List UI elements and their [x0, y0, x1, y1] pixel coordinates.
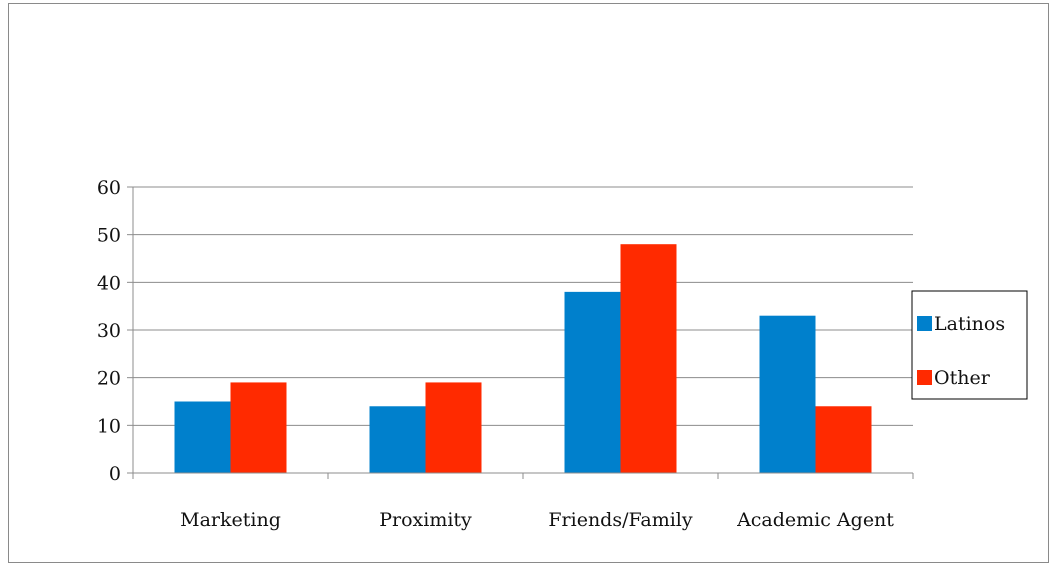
y-tick-label: 0 [109, 463, 121, 485]
x-category-label: Academic Agent [736, 509, 894, 531]
y-tick-label: 30 [97, 320, 121, 342]
bar-other-proximity [425, 382, 482, 473]
legend-label: Other [934, 367, 991, 389]
x-category-labels: Marketing Proximity Friends/Family Academic… [180, 509, 894, 531]
chart-frame: 0 10 20 30 40 50 60 Marketing Proximity Friends/… [8, 3, 1049, 563]
x-category-label: Friends/Family [548, 509, 693, 531]
legend-swatch [917, 370, 932, 385]
y-tick-labels: 0 10 20 30 40 50 60 [97, 177, 121, 485]
bar-latinos-marketing [174, 401, 231, 473]
bar-latinos-friends-family [564, 291, 621, 473]
y-tick-label: 10 [97, 415, 121, 437]
legend-swatch [917, 316, 932, 331]
bar-other-marketing [230, 382, 287, 473]
y-tick-label: 40 [97, 272, 121, 294]
legend: Latinos Other [911, 290, 1028, 400]
x-category-label: Proximity [379, 509, 472, 531]
bar-latinos-proximity [369, 406, 426, 473]
bar-other-friends-family [620, 244, 677, 473]
y-tick-label: 20 [97, 368, 121, 390]
y-tick-label: 50 [97, 225, 121, 247]
y-tick-label: 60 [97, 177, 121, 199]
bars [174, 244, 872, 473]
legend-label: Latinos [934, 313, 1005, 335]
axes [127, 186, 914, 479]
x-category-label: Marketing [180, 509, 281, 531]
bar-other-academic-agent [815, 406, 872, 473]
bar-chart: 0 10 20 30 40 50 60 Marketing Proximity Friends/… [97, 177, 1028, 531]
bar-latinos-academic-agent [759, 315, 816, 473]
